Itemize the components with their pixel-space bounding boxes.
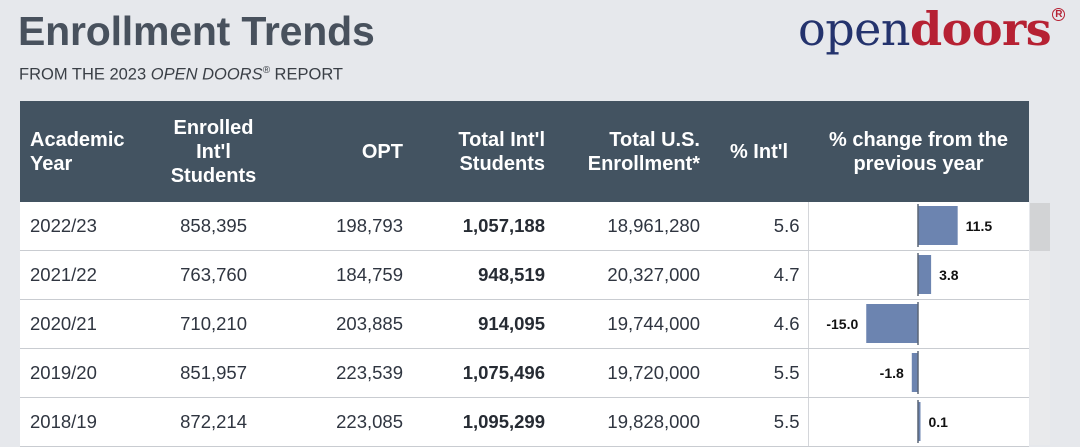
- table-row: 2020/21 710,210 203,885 914,095 19,744,000 4.…: [20, 299, 1029, 349]
- header-total-us-enrollment[interactable]: Total U.S. Enrollment*: [555, 101, 710, 202]
- cell-pct-intl: 4.7: [710, 250, 808, 300]
- header-pct-intl[interactable]: % Int'l: [710, 101, 808, 202]
- header-enrolled-intl-students[interactable]: Enrolled Int'l Students: [150, 101, 277, 202]
- cell-opt: 198,793: [277, 202, 413, 251]
- cell-total-us: 19,720,000: [555, 348, 710, 398]
- table-row: 2022/23 858,395 198,793 1,057,188 18,961,280…: [20, 202, 1029, 251]
- cell-pct-intl: 4.6: [710, 299, 808, 349]
- cell-total-intl: 1,075,496: [413, 348, 555, 398]
- cell-total-us: 18,961,280: [555, 202, 710, 251]
- header-opt[interactable]: OPT: [277, 101, 413, 202]
- table-scrollbar[interactable]: [1030, 203, 1050, 445]
- subtitle-prefix: FROM THE 2023: [19, 65, 151, 84]
- pct-change-bar: [917, 402, 920, 441]
- pct-change-label: 0.1: [928, 414, 948, 430]
- header-academic-year[interactable]: Academic Year: [20, 101, 150, 202]
- cell-year: 2021/22: [20, 250, 150, 300]
- cell-pct-change: -1.8: [807, 348, 1029, 398]
- pct-change-bar-chart: 3.8: [916, 253, 959, 296]
- cell-opt: 223,539: [277, 348, 413, 398]
- cell-total-intl: 914,095: [413, 299, 555, 349]
- cell-total-intl: 1,057,188: [413, 202, 555, 251]
- pct-change-label: 11.5: [965, 218, 992, 234]
- subtitle-reg-mark: ®: [262, 65, 270, 76]
- cell-year: 2022/23: [20, 202, 150, 251]
- cell-total-intl: 948,519: [413, 250, 555, 300]
- pct-change-bar-chart: -1.8: [879, 351, 919, 394]
- cell-opt: 203,885: [277, 299, 413, 349]
- page-title: Enrollment Trends: [18, 8, 375, 54]
- cell-pct-change: 0.1: [807, 397, 1029, 447]
- table-header-row: Academic Year Enrolled Int'l Students OPT T…: [20, 101, 1029, 202]
- cell-total-us: 19,744,000: [555, 299, 710, 349]
- cell-pct-intl: 5.6: [710, 202, 808, 251]
- cell-year: 2020/21: [20, 299, 150, 349]
- pct-change-bar-chart: -15.0: [826, 302, 919, 345]
- cell-pct-intl: 5.5: [710, 348, 808, 398]
- cell-opt: 184,759: [277, 250, 413, 300]
- subtitle-italic: OPEN DOORS: [150, 65, 263, 84]
- enrollment-table: Academic Year Enrolled Int'l Students OPT T…: [20, 101, 1029, 447]
- pct-change-bar-chart: 0.1: [916, 400, 948, 443]
- logo-registered-mark: R: [1052, 8, 1066, 21]
- subtitle-suffix: REPORT: [269, 65, 344, 84]
- cell-pct-change: 3.8: [807, 250, 1029, 300]
- pct-change-label: 3.8: [939, 267, 959, 283]
- cell-year: 2018/19: [20, 397, 150, 447]
- table-row: 2019/20 851,957 223,539 1,075,496 19,720,000…: [20, 348, 1029, 398]
- pct-change-bar-chart: 11.5: [916, 204, 992, 247]
- header-pct-change[interactable]: % change from the previous year: [808, 101, 1029, 202]
- pct-change-bar: [911, 353, 918, 392]
- table-row: 2021/22 763,760 184,759 948,519 20,327,000 4.…: [20, 250, 1029, 300]
- cell-total-us: 20,327,000: [555, 250, 710, 300]
- cell-total-intl: 1,095,299: [413, 397, 555, 447]
- opendoors-logo[interactable]: opendoors R: [798, 2, 1066, 56]
- pct-change-label: -15.0: [826, 316, 858, 332]
- page-subtitle: FROM THE 2023 OPEN DOORS® REPORT: [19, 65, 343, 85]
- cell-pct-change: -15.0: [807, 299, 1029, 349]
- header-total-intl-students[interactable]: Total Int'l Students: [413, 101, 555, 202]
- cell-enrolled: 710,210: [150, 299, 277, 349]
- cell-total-us: 19,828,000: [555, 397, 710, 447]
- cell-pct-intl: 5.5: [710, 397, 808, 447]
- cell-pct-change: 11.5: [807, 202, 1029, 251]
- pct-change-label: -1.8: [879, 365, 903, 381]
- cell-enrolled: 851,957: [150, 348, 277, 398]
- logo-open-text: open: [798, 2, 911, 56]
- cell-enrolled: 858,395: [150, 202, 277, 251]
- logo-doors-text: doors: [910, 2, 1052, 56]
- pct-change-bar: [917, 255, 931, 294]
- cell-year: 2019/20: [20, 348, 150, 398]
- pct-change-bar: [917, 206, 958, 245]
- cell-enrolled: 872,214: [150, 397, 277, 447]
- cell-opt: 223,085: [277, 397, 413, 447]
- pct-change-bar: [865, 304, 918, 343]
- cell-enrolled: 763,760: [150, 250, 277, 300]
- table-row: 2018/19 872,214 223,085 1,095,299 19,828,000…: [20, 397, 1029, 447]
- scrollbar-thumb[interactable]: [1030, 203, 1050, 251]
